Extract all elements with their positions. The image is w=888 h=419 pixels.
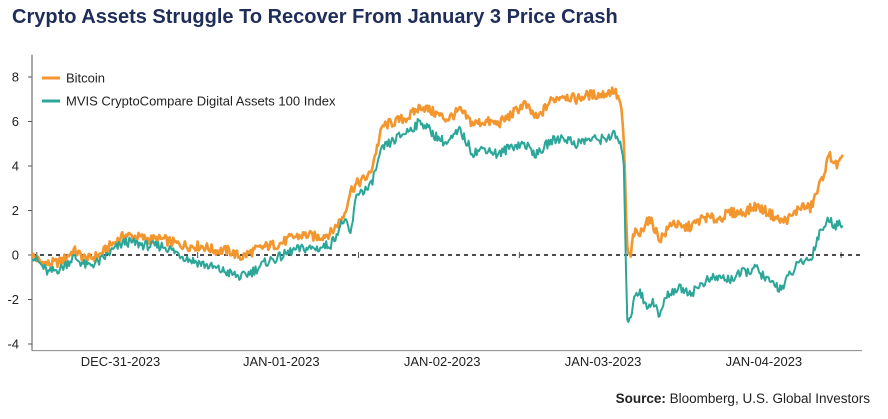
x-tick-label: DEC-31-2023 xyxy=(81,354,161,369)
x-tick-label: JAN-04-2023 xyxy=(726,354,803,369)
y-tick-label: -4 xyxy=(7,337,19,352)
y-tick-label: 0 xyxy=(12,248,19,263)
x-tick-label: JAN-03-2023 xyxy=(565,354,642,369)
legend-label: Bitcoin xyxy=(66,71,105,86)
y-tick-label: -2 xyxy=(7,292,19,307)
x-tick-label: JAN-02-2023 xyxy=(404,354,481,369)
series-line-mvis-index xyxy=(31,118,844,323)
y-tick-label: 8 xyxy=(12,70,19,85)
y-tick-label: 4 xyxy=(12,159,19,174)
chart-axes: 8 6 4 2 0 -2 -4 DEC-31-2023 JAN-01-2023 JAN-02-20… xyxy=(7,54,862,369)
source-label: Source: xyxy=(615,391,666,406)
series-line-bitcoin xyxy=(30,86,844,269)
legend-label: MVIS CryptoCompare Digital Assets 100 In… xyxy=(66,94,336,109)
source-text: Bloomberg, U.S. Global Investors xyxy=(669,391,870,406)
source-note: Source: Bloomberg, U.S. Global Investors xyxy=(616,391,870,406)
y-tick-label: 6 xyxy=(12,114,19,129)
y-tick-label: 2 xyxy=(12,203,19,218)
chart-title: Crypto Assets Struggle To Recover From J… xyxy=(12,6,618,28)
chart-legend: Bitcoin MVIS CryptoCompare Digital Assets… xyxy=(42,71,336,109)
chart-series xyxy=(30,86,844,323)
x-tick-label: JAN-01-2023 xyxy=(243,354,320,369)
